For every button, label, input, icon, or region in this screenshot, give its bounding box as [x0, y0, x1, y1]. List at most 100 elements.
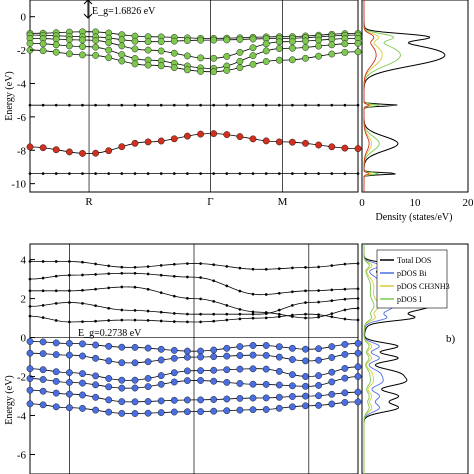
band-point: [223, 407, 231, 415]
band-point: [236, 57, 244, 65]
band-point: [144, 409, 152, 417]
band-point: [354, 349, 362, 357]
band-point: [92, 149, 100, 157]
band-point: [356, 103, 360, 107]
band-point: [131, 376, 139, 384]
band-point: [26, 40, 34, 47]
band-point: [288, 356, 296, 363]
band-point: [66, 404, 73, 412]
band-point: [172, 311, 176, 315]
band-point: [236, 352, 244, 359]
band-point: [185, 312, 189, 316]
band-point: [52, 146, 60, 154]
band-point: [328, 390, 336, 398]
band-point: [341, 350, 349, 358]
band-point: [144, 383, 152, 390]
band-point: [41, 303, 45, 307]
band-point: [341, 389, 349, 397]
band-point: [146, 103, 150, 107]
band-point: [197, 347, 205, 355]
band-point: [146, 172, 150, 176]
band-point: [210, 36, 218, 44]
band-point: [68, 273, 71, 277]
band-point: [288, 38, 296, 45]
y-tick-label: -2: [17, 372, 26, 384]
band-point: [210, 366, 218, 374]
band-point: [212, 319, 216, 323]
band-point: [172, 320, 176, 323]
band-point: [66, 369, 73, 376]
band-point: [105, 54, 113, 61]
band-point: [105, 357, 113, 365]
band-point: [236, 133, 244, 141]
band-point: [120, 318, 124, 322]
band-point: [92, 406, 100, 414]
band-point: [302, 357, 309, 365]
band-point: [66, 378, 73, 386]
band-point: [185, 320, 189, 324]
band-point: [249, 60, 257, 68]
band-point: [92, 393, 100, 401]
band-point: [304, 265, 307, 269]
band-point: [275, 343, 283, 351]
band-point: [225, 103, 229, 107]
band-point: [170, 346, 178, 354]
band-point: [251, 267, 255, 271]
band-point: [144, 398, 152, 405]
band-point: [343, 308, 347, 312]
band-point: [120, 271, 124, 275]
band-point: [92, 381, 100, 389]
panel-a-bands: [26, 28, 362, 176]
band-point: [251, 310, 255, 314]
band-point: [197, 54, 205, 62]
dos-curve: [363, 0, 446, 192]
band-point: [328, 400, 336, 408]
band-point: [225, 312, 229, 316]
band-point: [236, 365, 244, 373]
band-point: [210, 54, 218, 62]
band-point: [290, 103, 294, 107]
band-point: [28, 103, 32, 107]
band-point: [28, 289, 32, 293]
band-point: [354, 398, 362, 406]
panel-a-plot-frame: [29, 0, 359, 193]
band-point: [41, 103, 45, 107]
band-point: [172, 262, 176, 266]
band-point: [343, 262, 347, 266]
band-line: [30, 261, 359, 270]
y-tick-label: 4: [21, 255, 27, 267]
band-point: [41, 289, 45, 293]
band-point: [275, 381, 283, 389]
band-point: [238, 172, 242, 176]
band-point: [236, 49, 244, 56]
band-point: [264, 172, 268, 176]
kpoint-label: R: [85, 196, 93, 208]
band-point: [251, 172, 255, 176]
band-point: [118, 36, 126, 44]
band-point: [133, 103, 137, 107]
band-point: [223, 352, 231, 360]
band-point: [330, 312, 334, 316]
band-point: [92, 341, 100, 349]
band-point: [159, 273, 163, 277]
panel-a-dos-curves: [363, 0, 446, 192]
band-point: [290, 290, 294, 294]
band-point: [302, 373, 309, 380]
band-point: [317, 300, 320, 304]
band-point: [170, 64, 178, 72]
band-point: [315, 52, 322, 60]
band-point: [236, 343, 244, 350]
band-point: [66, 50, 73, 58]
band-point: [54, 172, 58, 176]
band-point: [66, 351, 73, 359]
band-point: [277, 267, 281, 271]
band-point: [185, 275, 189, 279]
band-point: [330, 299, 334, 303]
band-point: [120, 172, 124, 176]
band-point: [131, 139, 139, 147]
y-tick-label: -4: [17, 78, 27, 90]
legend-entry: pDOS CH3NH3: [397, 282, 450, 291]
band-point: [81, 273, 84, 277]
band-point: [79, 149, 86, 157]
panel-b-y-axis-label: Energy (eV): [4, 375, 15, 425]
